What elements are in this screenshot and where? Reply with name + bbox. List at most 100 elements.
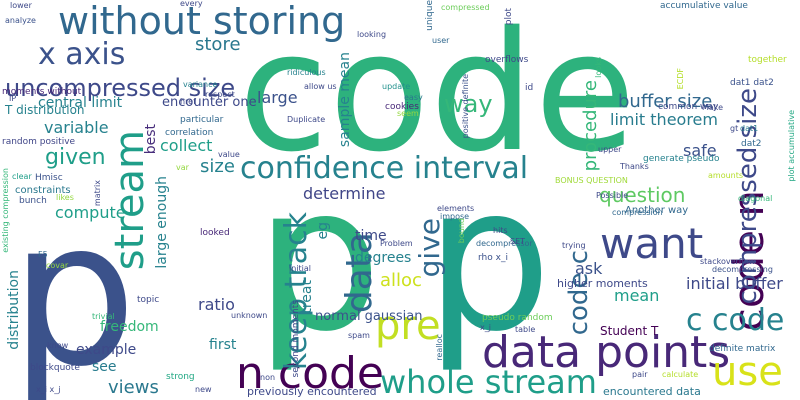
word-ip: IP xyxy=(9,94,17,103)
word-degrees: degrees xyxy=(355,250,412,266)
word-x-j: x_j xyxy=(480,323,491,332)
word-data: data xyxy=(339,232,380,314)
word-realloc: realloc xyxy=(435,334,444,361)
word-variable: variable xyxy=(44,118,109,137)
word-another-way: Another way xyxy=(625,205,689,216)
word-initial: initial xyxy=(289,264,311,273)
word-gt: gt xyxy=(730,124,739,133)
word-n-code: n code xyxy=(236,348,384,399)
word-encountered-data: encountered data xyxy=(603,385,701,398)
word-likes: likes xyxy=(56,193,74,202)
word-href: href xyxy=(180,97,196,106)
word-every: every xyxy=(180,0,203,8)
word-existing-compression: existing compression xyxy=(1,168,10,253)
word-bound: bound xyxy=(457,218,466,244)
word-t-distribution: T distribution xyxy=(5,103,85,117)
word-confidence-interval: confidence interval xyxy=(240,151,529,186)
word-blockquote: blockquote xyxy=(30,363,80,373)
word-plot-accumulative: plot accumulative xyxy=(787,110,796,182)
word-uncompressed-size: uncompressed size xyxy=(5,74,236,102)
word-dat2: dat2 xyxy=(741,139,762,149)
word-want: want xyxy=(600,219,704,268)
word-way: way xyxy=(444,90,493,118)
word-constraints: constraints xyxy=(15,185,71,196)
word-correlation: correlation xyxy=(165,128,214,138)
word-possible: Possible xyxy=(596,191,629,200)
word-large-enough: large enough xyxy=(154,176,170,269)
word-table: table xyxy=(515,325,536,334)
word-allow-us: allow us xyxy=(304,82,337,91)
word-without-storing: without storing xyxy=(58,0,346,43)
word-whole-stream: whole stream xyxy=(380,363,597,400)
word-non: non xyxy=(260,373,276,382)
word-central-limit: central limit xyxy=(38,95,123,111)
word-ecdf: ECDF xyxy=(676,68,685,90)
word-procedure: procedure xyxy=(580,80,601,172)
word-unknown: unknown xyxy=(231,311,268,320)
word-collect: collect xyxy=(160,136,213,155)
word-mean: mean xyxy=(614,286,660,305)
word-duplicate: Duplicate xyxy=(287,115,326,124)
word-p-left: p xyxy=(10,178,137,400)
word-stackoverflow: stackoverflow xyxy=(700,257,756,266)
word-code-big: code xyxy=(238,0,636,188)
word-variance: variance xyxy=(183,80,218,89)
word-x-axis: x axis xyxy=(38,37,126,72)
word-p-center: p xyxy=(255,143,382,376)
word-pre: pre xyxy=(375,303,441,349)
word-impose: impose xyxy=(440,212,470,221)
word-set: SET xyxy=(510,237,526,246)
word-lower: lower xyxy=(10,1,32,10)
word-common-way: common way xyxy=(658,102,719,112)
word-hmisc: Hmisc xyxy=(35,173,63,183)
word-var: var xyxy=(176,163,189,172)
word-user: user xyxy=(432,36,450,45)
word-example: example xyxy=(76,342,137,358)
word-definite-matrix: definite matrix xyxy=(709,344,776,354)
word-diagonal: diagonal xyxy=(738,194,773,203)
word-clear: clear xyxy=(12,172,32,181)
word-freedom: freedom xyxy=(100,319,159,335)
word-analyze: analyze xyxy=(5,16,36,25)
word-hits: hits xyxy=(493,226,508,235)
word-update: update xyxy=(382,82,411,91)
word-easy: easy xyxy=(404,93,423,102)
word-normal-gaussian: normal gaussian xyxy=(315,309,423,324)
word-decompressor: decompressor xyxy=(476,239,533,248)
word-views: views xyxy=(108,377,159,398)
word-distribution: distribution xyxy=(6,270,22,350)
word-accumulative-value: accumulative value xyxy=(660,1,748,11)
word-compute: compute xyxy=(55,203,126,222)
word-c-code: c code xyxy=(686,303,785,338)
word-upper: upper xyxy=(598,145,622,154)
word-large: large xyxy=(257,88,298,107)
word-together: together xyxy=(748,55,787,65)
word-respect: respect xyxy=(205,90,235,99)
word-compression: compression xyxy=(612,208,663,217)
word-trivial: trivial xyxy=(92,312,115,321)
word-problem: Problem xyxy=(380,239,413,248)
word-know: know xyxy=(47,341,69,350)
word-compressed: compressed xyxy=(441,3,490,12)
word-data-points: data points xyxy=(482,327,731,378)
word-moments-without: moments without xyxy=(2,87,82,97)
word-value: value xyxy=(218,150,240,159)
word-alloc: alloc xyxy=(380,270,422,291)
word-decompressing: decompressing xyxy=(712,265,773,274)
word-topic: topic xyxy=(137,295,160,305)
word-matrix: matrix xyxy=(93,180,102,207)
word-use: use xyxy=(712,349,783,395)
word-covar: covar xyxy=(46,261,69,270)
word-new: new xyxy=(195,385,212,394)
word-thanks: Thanks xyxy=(620,162,649,171)
word-previously-encountered: previously encountered xyxy=(247,385,377,398)
word-question: question xyxy=(599,183,686,207)
word-limit-theorem: limit theorem xyxy=(610,110,718,129)
word-calculate: calculate xyxy=(662,370,699,379)
word-encounter-one: encounter one xyxy=(162,95,257,110)
word-first: first xyxy=(209,337,237,353)
word-plot: plot xyxy=(504,8,514,26)
word-pseudo-random: pseudo random xyxy=(482,313,553,323)
word-strong: strong xyxy=(166,372,195,382)
